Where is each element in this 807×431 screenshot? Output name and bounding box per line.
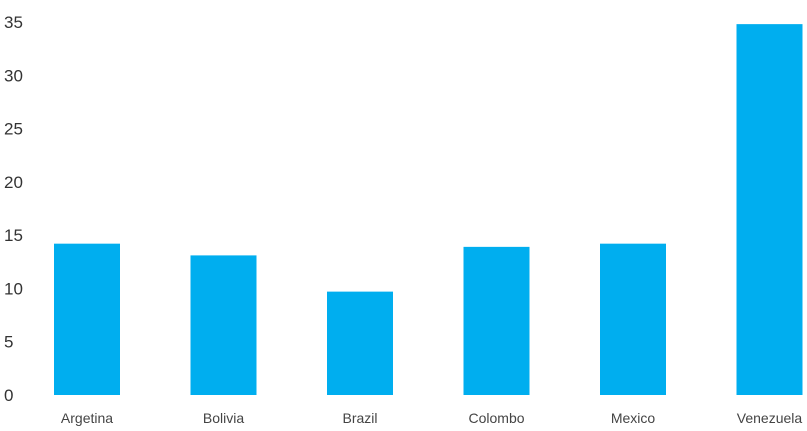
bar-colombo — [463, 246, 530, 395]
x-axis: Argetina Bolivia Brazil Colombo Mexico Venezu… — [61, 410, 802, 426]
x-category-label: Mexico — [611, 410, 656, 426]
y-tick-label: 30 — [4, 66, 23, 85]
x-category-label: Venezuela — [737, 410, 803, 426]
y-tick-label: 10 — [4, 279, 23, 298]
bar-series — [54, 24, 803, 395]
bar-mexico — [600, 243, 666, 395]
bar-bolivia — [190, 255, 257, 395]
y-tick-label: 25 — [4, 120, 23, 139]
y-tick-label: 5 — [4, 333, 13, 352]
y-tick-label: 0 — [4, 386, 13, 405]
x-category-label: Argetina — [61, 410, 113, 426]
y-tick-label: 15 — [4, 226, 23, 245]
x-category-label: Brazil — [342, 410, 377, 426]
y-tick-label: 35 — [4, 13, 23, 32]
y-tick-label: 20 — [4, 173, 23, 192]
y-axis: 0 5 10 15 20 25 30 35 — [4, 13, 23, 405]
x-category-label: Colombo — [468, 410, 524, 426]
x-category-label: Bolivia — [203, 410, 244, 426]
bar-venezuela — [736, 24, 803, 395]
bar-brazil — [327, 291, 393, 395]
bar-argetina — [54, 243, 120, 395]
